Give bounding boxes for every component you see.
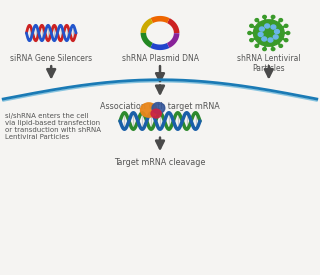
Circle shape: [271, 25, 276, 29]
Circle shape: [255, 19, 259, 22]
Circle shape: [248, 31, 252, 34]
Circle shape: [263, 48, 266, 51]
Circle shape: [262, 37, 267, 41]
Circle shape: [279, 19, 283, 22]
Circle shape: [250, 39, 253, 42]
Circle shape: [260, 27, 264, 31]
Circle shape: [265, 24, 269, 28]
Circle shape: [268, 38, 273, 42]
Text: Target mRNA cleavage: Target mRNA cleavage: [114, 158, 206, 167]
Circle shape: [284, 24, 288, 27]
Circle shape: [253, 20, 284, 46]
Text: si/shRNA enters the cell
via lipid-based transfection
or transduction with shRNA: si/shRNA enters the cell via lipid-based…: [5, 113, 101, 140]
Circle shape: [273, 35, 278, 39]
Circle shape: [271, 15, 275, 18]
Circle shape: [271, 48, 275, 51]
Circle shape: [275, 29, 279, 34]
Circle shape: [250, 24, 253, 27]
Circle shape: [152, 103, 165, 114]
Text: shRNA Lentiviral
Particles: shRNA Lentiviral Particles: [237, 54, 300, 73]
Text: siRNA Gene Silencers: siRNA Gene Silencers: [10, 54, 92, 63]
Circle shape: [286, 31, 290, 34]
Circle shape: [284, 39, 288, 42]
Circle shape: [279, 44, 283, 47]
Circle shape: [258, 32, 263, 37]
Circle shape: [140, 103, 157, 117]
Circle shape: [255, 44, 259, 47]
Circle shape: [263, 15, 266, 18]
Text: Association with target mRNA: Association with target mRNA: [100, 102, 220, 111]
Text: shRNA Plasmid DNA: shRNA Plasmid DNA: [122, 54, 198, 63]
Circle shape: [151, 109, 161, 118]
